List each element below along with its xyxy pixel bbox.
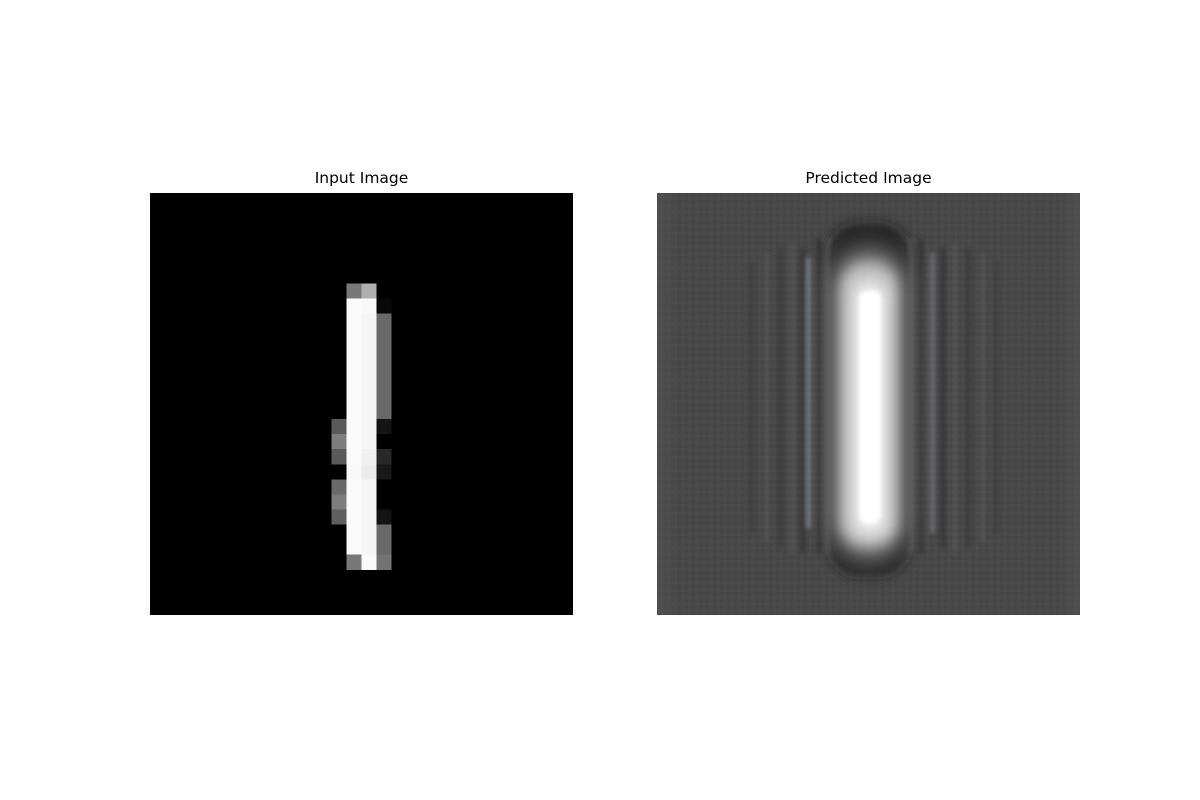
digit-pixel — [346, 343, 362, 359]
digit-pixel — [376, 373, 392, 389]
digit-pixel — [346, 479, 362, 495]
predicted-image — [657, 193, 1080, 615]
input-image-title: Input Image — [314, 169, 409, 187]
digit-pixel — [361, 494, 377, 510]
digit-pixel — [361, 539, 377, 555]
digit-pixel — [376, 509, 392, 525]
digit-pixel — [376, 419, 392, 435]
digit-pixel — [346, 434, 362, 450]
digit-pixel — [376, 524, 392, 540]
digit-pixel — [346, 524, 362, 540]
digit-pixel — [346, 464, 362, 480]
digit-pixel — [361, 554, 377, 570]
input-image — [150, 193, 573, 615]
digit-pixel — [346, 328, 362, 344]
digit-pixel — [346, 539, 362, 555]
digit-pixel — [346, 298, 362, 314]
digit-pixel — [376, 464, 392, 480]
input-digit-pixels — [150, 193, 573, 615]
digit-pixel — [346, 404, 362, 420]
digit-pixel — [361, 283, 377, 299]
digit-pixel — [361, 449, 377, 465]
digit-pixel — [346, 494, 362, 510]
digit-pixel — [361, 464, 377, 480]
digit-pixel — [376, 343, 392, 359]
predicted-digit — [657, 193, 1080, 615]
digit-pixel — [361, 524, 377, 540]
digit-pixel — [376, 328, 392, 344]
digit-pixel — [361, 388, 377, 404]
digit-pixel — [331, 494, 347, 510]
digit-pixel — [361, 509, 377, 525]
digit-pixel — [331, 419, 347, 435]
digit-pixel — [376, 554, 392, 570]
digit-pixel — [331, 449, 347, 465]
digit-pixel — [361, 358, 377, 374]
digit-pixel — [376, 539, 392, 555]
digit-pixel — [361, 404, 377, 420]
digit-pixel — [361, 373, 377, 389]
digit-pixel — [346, 373, 362, 389]
digit-pixel — [361, 328, 377, 344]
digit-pixel — [361, 343, 377, 359]
digit-pixel — [346, 554, 362, 570]
digit-pixel — [346, 419, 362, 435]
digit-pixel — [346, 449, 362, 465]
digit-pixel — [361, 298, 377, 314]
digit-pixel — [376, 358, 392, 374]
digit-pixel — [361, 313, 377, 329]
digit-pixel — [376, 313, 392, 329]
digit-pixel — [346, 358, 362, 374]
predicted-image-title: Predicted Image — [805, 169, 932, 187]
digit-pixel — [376, 298, 392, 314]
digit-pixel — [361, 419, 377, 435]
digit-pixel — [331, 479, 347, 495]
digit-pixel — [376, 404, 392, 420]
digit-pixel — [361, 479, 377, 495]
digit-pixel — [376, 449, 392, 465]
digit-pixel — [376, 388, 392, 404]
digit-pixel — [331, 509, 347, 525]
digit-pixel — [331, 434, 347, 450]
digit-pixel — [361, 434, 377, 450]
digit-pixel — [346, 509, 362, 525]
digit-pixel — [346, 388, 362, 404]
digit-pixel — [346, 283, 362, 299]
digit-pixel — [346, 313, 362, 329]
